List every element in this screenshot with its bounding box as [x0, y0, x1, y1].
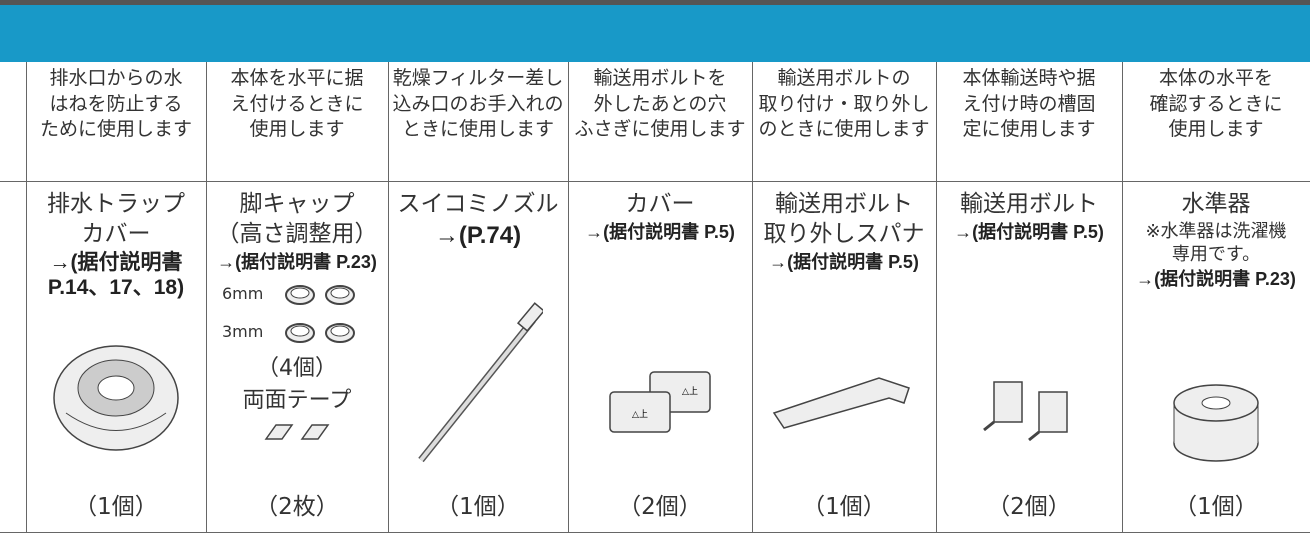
svg-text:△上: △上 — [682, 386, 698, 397]
item-ref: →(据付説明書 P.23) — [1136, 268, 1296, 289]
item-cell: カバー →(据付説明書 P.5) △上 △上 （2個） — [568, 190, 752, 530]
item-cell: 輸送用ボルト 取り外しスパナ →(据付説明書 P.5) （1個） — [752, 190, 936, 530]
item-count: （1個） — [74, 494, 158, 520]
size-row: 6mm — [206, 275, 388, 313]
item-ref: →(据付説明書 P.5) — [954, 221, 1104, 242]
usage-text: 込み口のお手入れの — [392, 92, 564, 115]
usage-text: はねを防止する — [49, 92, 183, 115]
item-ref: →(据付説明書 P.5) — [769, 251, 919, 272]
usage-text: 本体の水平を — [1158, 67, 1273, 89]
item-count: （2個） — [618, 494, 702, 520]
illustration — [983, 381, 1068, 442]
size-label: 3mm — [222, 321, 264, 341]
item-name: （高さ調整用） — [216, 220, 378, 247]
item-quantity: （4個） — [257, 355, 337, 381]
top-border — [0, 0, 1310, 5]
size-label: 6mm — [222, 283, 264, 303]
illustration — [285, 322, 355, 343]
illustration — [285, 284, 355, 305]
count-wrap: （1個） — [26, 494, 206, 520]
usage-cell: 乾燥フィルター差し 込み口のお手入れの ときに使用します — [388, 66, 568, 143]
item-count: （1個） — [436, 494, 520, 520]
column-divider — [388, 62, 389, 533]
usage-text: 輸送用ボルトを — [593, 67, 727, 89]
item-ref: →(据付説明書 P.5) — [585, 221, 735, 242]
column-divider — [936, 62, 937, 533]
item-name: カバー — [625, 191, 695, 217]
count-wrap: （2個） — [936, 494, 1122, 520]
usage-text: 本体を水平に据 — [230, 67, 364, 89]
usage-text: 輸送用ボルトの — [777, 67, 911, 89]
usage-text: 外したあとの穴 — [593, 92, 727, 115]
illustration — [53, 345, 179, 451]
item-note: 専用です。 — [1171, 244, 1261, 266]
column-divider — [26, 62, 27, 533]
item-ref: →(据付説明書 P.23) — [217, 251, 377, 272]
item-cell: スイコミノズル →(P.74) （1個） — [388, 190, 568, 530]
svg-text:△上: △上 — [632, 409, 648, 420]
count-wrap: （2枚） — [206, 494, 388, 520]
item-name: 輸送用ボルト — [960, 191, 1098, 217]
count-wrap: （1個） — [1122, 494, 1310, 520]
count-wrap: （1個） — [388, 494, 568, 520]
illustration — [1173, 384, 1259, 462]
item-ref: →(P.74) — [434, 221, 522, 249]
usage-text: ふさぎに使用します — [574, 118, 746, 141]
item-name: カバー — [81, 220, 151, 247]
column-divider — [1122, 62, 1123, 533]
item-cell: 輸送用ボルト →(据付説明書 P.5) （2個） — [936, 190, 1122, 530]
item-count: （2個） — [987, 494, 1071, 520]
item-ref: →(据付説明書 — [49, 250, 183, 274]
illustration — [418, 302, 543, 463]
usage-text: 使用します — [249, 118, 345, 141]
bottom-border — [0, 532, 1310, 533]
column-divider — [206, 62, 207, 533]
row-divider — [0, 181, 1310, 182]
item-tape: 両面テープ — [242, 388, 352, 414]
item-name: 排水トラップ — [47, 191, 185, 217]
usage-text: 定に使用します — [962, 118, 1096, 141]
usage-cell: 本体の水平を 確認するときに 使用します — [1122, 66, 1310, 143]
item-note: ※水準器は洗濯機 — [1145, 220, 1287, 242]
item-name: 脚キャップ — [239, 191, 355, 217]
illustration — [264, 424, 330, 440]
illustration — [772, 377, 910, 429]
item-count: （1個） — [1174, 494, 1258, 520]
usage-cell: 輸送用ボルトを 外したあとの穴 ふさぎに使用します — [568, 66, 752, 143]
column-divider — [752, 62, 753, 533]
item-cell: 水準器 ※水準器は洗濯機 専用です。 →(据付説明書 P.23) （1個） — [1122, 190, 1310, 530]
header-bar — [0, 5, 1310, 62]
usage-text: 使用します — [1168, 118, 1264, 141]
usage-text: 排水口からの水 — [49, 67, 183, 89]
count-wrap: （1個） — [752, 494, 936, 520]
usage-text: え付けるときに — [230, 92, 364, 115]
item-count: （2枚） — [255, 494, 339, 520]
usage-cell: 排水口からの水 はねを防止する ために使用します — [26, 66, 206, 143]
usage-cell: 輸送用ボルトの 取り付け・取り外し のときに使用します — [752, 66, 936, 143]
item-cell: 排水トラップ カバー →(据付説明書 P.14、17、18) （1個） — [26, 190, 206, 530]
usage-text: 確認するときに — [1149, 92, 1283, 115]
item-cell: 脚キャップ （高さ調整用） →(据付説明書 P.23) 6mm 3mm （4個） 両面テープ… — [206, 190, 388, 530]
count-wrap: （2個） — [568, 494, 752, 520]
usage-text: ときに使用します — [401, 118, 554, 141]
usage-text: 乾燥フィルター差し — [392, 67, 564, 89]
illustration: △上 △上 — [609, 371, 711, 433]
usage-text: 本体輸送時や据 — [962, 67, 1096, 89]
item-name: スイコミノズル — [397, 191, 559, 217]
usage-text: え付け時の槽固 — [962, 92, 1096, 115]
usage-cell: 本体を水平に据 え付けるときに 使用します — [206, 66, 388, 143]
item-ref: P.14、17、18) — [47, 275, 185, 299]
size-row: 3mm — [206, 313, 388, 351]
column-divider — [568, 62, 569, 533]
usage-text: ために使用します — [39, 118, 192, 141]
usage-cell: 本体輸送時や据 え付け時の槽固 定に使用します — [936, 66, 1122, 143]
item-name: 取り外しスパナ — [763, 220, 925, 247]
usage-text: のときに使用します — [758, 118, 930, 141]
usage-text: 取り付け・取り外し — [758, 92, 930, 115]
item-count: （1個） — [802, 494, 886, 520]
item-name: 輸送用ボルト — [775, 191, 913, 217]
item-name: 水準器 — [1181, 191, 1251, 217]
tape-art — [206, 417, 388, 445]
